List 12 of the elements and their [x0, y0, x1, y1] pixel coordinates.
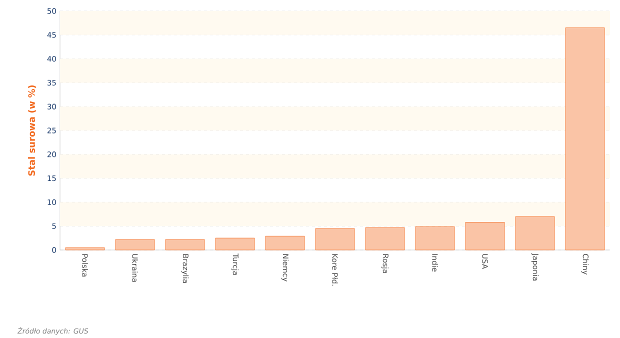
bar: [565, 27, 605, 250]
bar: [465, 222, 505, 250]
bar: [515, 216, 555, 250]
bar: [65, 247, 105, 250]
bar: [115, 239, 155, 250]
bar: [415, 226, 455, 250]
bar: [315, 228, 355, 250]
bar: [265, 236, 305, 250]
y-axis-title: Stal surowa (w %): [28, 85, 36, 176]
bar: [165, 239, 205, 250]
bar: [365, 227, 405, 250]
bar: [215, 238, 255, 250]
